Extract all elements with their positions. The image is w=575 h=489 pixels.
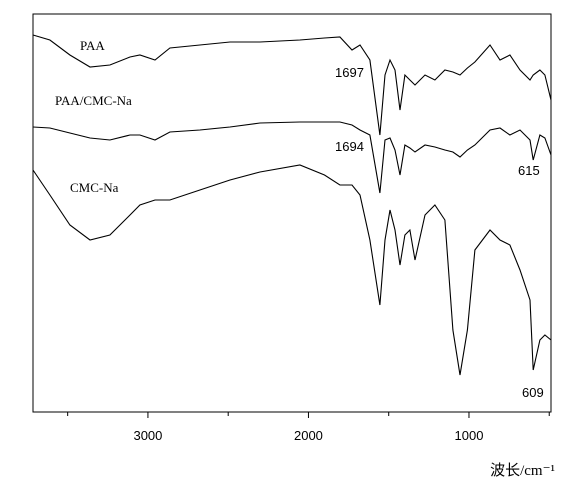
x-tick-label: 3000 bbox=[133, 428, 162, 443]
series-label: CMC-Na bbox=[70, 180, 119, 195]
peak-annotation: 1697 bbox=[335, 65, 364, 80]
spectrum-line bbox=[32, 34, 552, 136]
x-tick-label: 2000 bbox=[294, 428, 323, 443]
series-label: PAA/CMC-Na bbox=[55, 93, 132, 108]
spectrum-line bbox=[32, 164, 552, 376]
spectrum-line bbox=[32, 121, 552, 194]
x-axis-label: 波长/cm⁻¹ bbox=[490, 462, 555, 479]
x-tick-label: 1000 bbox=[455, 428, 484, 443]
peak-annotation: 1694 bbox=[335, 139, 364, 154]
plot-frame bbox=[32, 13, 552, 413]
peak-annotation: 609 bbox=[522, 385, 544, 400]
series-label: PAA bbox=[80, 38, 105, 53]
peak-annotation: 615 bbox=[518, 163, 540, 178]
